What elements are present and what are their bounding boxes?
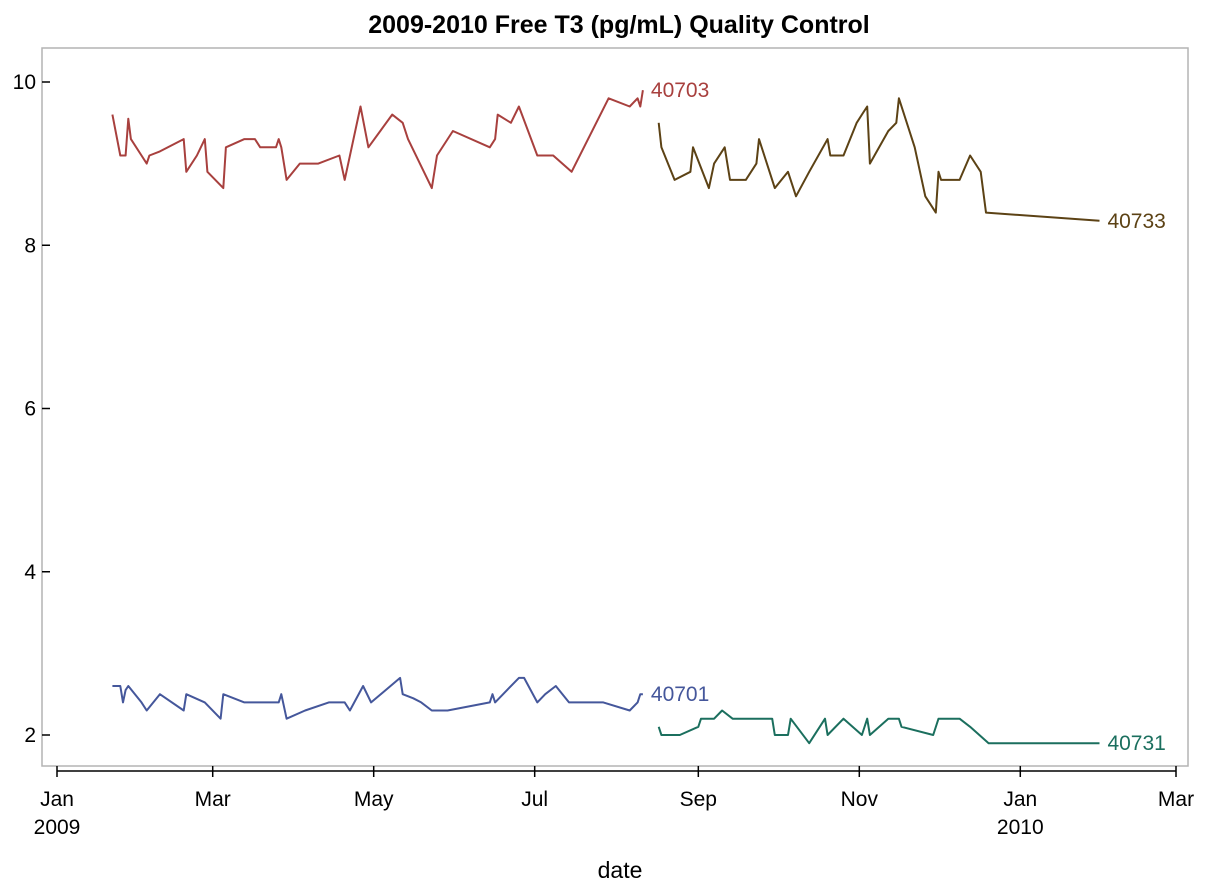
x-tick-label-1: Mar [195, 788, 231, 811]
y-tick-label-2: 2 [24, 724, 36, 747]
x-tick-label-2: May [354, 788, 394, 811]
series-line-40701 [112, 676, 643, 720]
series-line-40733 [657, 97, 1100, 222]
series-layer: 40703 40733 40701 40731 [111, 79, 1166, 755]
series-line-40731 [657, 709, 1100, 745]
x-tick-label-0: Jan [40, 788, 74, 811]
y-axis: 2 4 6 8 10 [13, 71, 50, 747]
y-tick-label-4: 4 [24, 561, 36, 584]
y-tick-label-10: 10 [13, 71, 36, 94]
x-tick-label-6: Jan [1003, 788, 1037, 811]
x-tick-label-7: Mar [1158, 788, 1194, 811]
series-label-40703: 40703 [651, 79, 709, 102]
series-label-40701: 40701 [651, 683, 709, 706]
series-label-40731: 40731 [1107, 732, 1165, 755]
series-line-40703 [111, 90, 644, 190]
x-tick-label-3: Jul [521, 788, 548, 811]
y-tick-label-8: 8 [24, 234, 36, 257]
x-tick-label-5: Nov [841, 788, 879, 811]
plot-frame [41, 47, 1189, 767]
chart-title: 2009-2010 Free T3 (pg/mL) Quality Contro… [368, 11, 870, 39]
x-axis-label: date [598, 857, 643, 883]
x-tick-sublabel-0: 2009 [34, 816, 81, 839]
x-tick-label-4: Sep [680, 788, 717, 811]
x-axis: Jan 2009 Mar May Jul Sep Nov Jan 2010 Mar [34, 766, 1194, 839]
y-tick-label-6: 6 [24, 398, 36, 421]
x-tick-sublabel-6: 2010 [997, 816, 1044, 839]
series-label-40733: 40733 [1107, 210, 1165, 233]
